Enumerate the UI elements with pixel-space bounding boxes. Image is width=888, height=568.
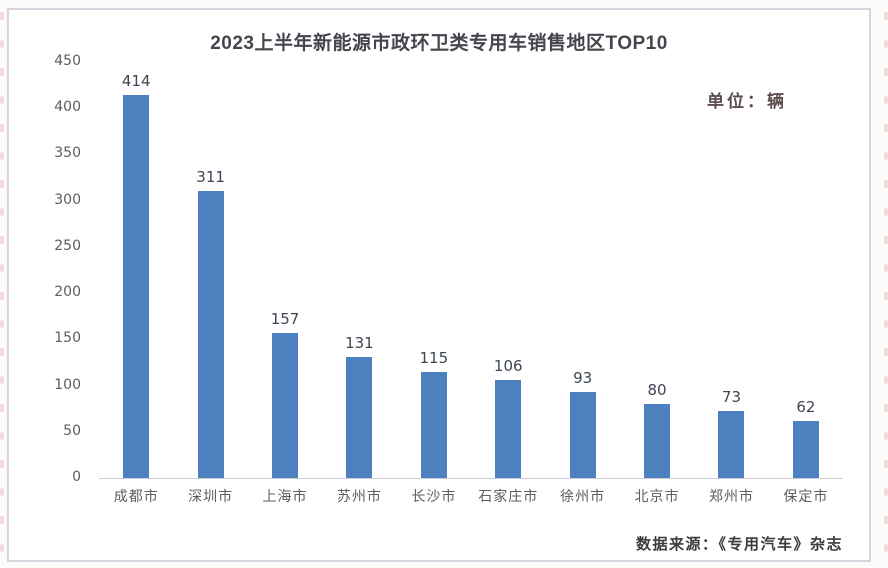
edge-tick-mark — [0, 264, 4, 272]
edge-tick-mark — [0, 320, 4, 328]
bar — [272, 332, 299, 478]
bar — [792, 420, 819, 478]
edge-tick-mark — [884, 460, 888, 468]
bar — [420, 371, 447, 478]
bar-value-label: 311 — [196, 167, 225, 186]
y-tick-label: 250 — [54, 237, 81, 254]
edge-tick-mark — [0, 432, 4, 440]
x-tick-label: 成都市 — [113, 488, 159, 504]
bar-value-label: 62 — [796, 397, 816, 416]
bar-value-label: 93 — [573, 369, 593, 387]
unit-label: 单位：辆 — [707, 92, 787, 111]
edge-tick-mark — [884, 152, 888, 160]
y-tick-label: 50 — [63, 422, 81, 439]
edge-tick-mark — [0, 40, 4, 48]
chart-panel: 2023上半年新能源市政环卫类专用车销售地区TOP10 单位：辆 414 311 1… — [7, 8, 871, 562]
edge-tick-mark — [0, 68, 4, 76]
edge-tick-mark — [0, 12, 4, 20]
edge-tick-mark — [884, 404, 888, 412]
edge-tick-mark — [0, 376, 4, 384]
edge-tick-mark — [884, 68, 888, 76]
edge-tick-mark — [884, 180, 888, 188]
edge-tick-mark — [0, 236, 4, 244]
x-tick-label: 郑州市 — [708, 488, 754, 504]
edge-tick-mark — [884, 124, 888, 132]
bar-value-label: 80 — [647, 381, 667, 399]
edge-tick-mark — [0, 124, 4, 132]
bar-slot: 80 — [620, 62, 694, 478]
edge-tick-mark — [884, 348, 888, 356]
bar-slot: 311 — [173, 62, 247, 478]
y-tick-label: 450 — [54, 53, 81, 69]
y-tick-label: 150 — [54, 330, 81, 347]
y-tick-label: 200 — [54, 284, 81, 301]
edge-tick-mark — [884, 96, 888, 104]
x-tick-label: 北京市 — [634, 488, 680, 504]
y-tick-label: 400 — [54, 99, 81, 116]
x-tick-label: 徐州市 — [560, 488, 606, 504]
edge-tick-mark — [0, 292, 4, 300]
bar-slot: 93 — [545, 62, 619, 478]
y-tick-label: 350 — [54, 145, 81, 162]
bar — [346, 356, 373, 478]
bar-value-label: 414 — [121, 72, 151, 91]
bar-value-label: 106 — [493, 357, 523, 375]
edge-tick-mark — [884, 236, 888, 244]
edge-tick-mark — [0, 348, 4, 356]
bar — [123, 95, 150, 478]
bar-value-label: 115 — [419, 348, 449, 367]
x-tick-label: 深圳市 — [188, 488, 234, 504]
edge-tick-mark — [0, 488, 4, 496]
edge-tick-mark — [0, 180, 4, 188]
bar — [569, 392, 596, 478]
chart-title: 2023上半年新能源市政环卫类专用车销售地区TOP10 — [210, 33, 668, 54]
edge-tick-mark — [0, 460, 4, 468]
bar-slot: 157 — [248, 62, 322, 478]
edge-tick-mark — [0, 404, 4, 412]
data-source-label: 数据来源：《专用汽车》杂志 — [635, 536, 843, 553]
bar-slot: 106 — [471, 62, 545, 478]
y-tick-label: 100 — [54, 376, 81, 393]
plot-area: 414 311 157 131 115 106 93 80 73 62 — [99, 62, 843, 479]
edge-tick-mark — [884, 292, 888, 300]
edge-tick-mark — [884, 12, 888, 20]
bar — [197, 190, 224, 478]
bar-slot: 115 — [397, 62, 471, 478]
edge-tick-mark — [884, 208, 888, 216]
bar-slot: 131 — [322, 62, 396, 478]
bar — [495, 380, 522, 478]
edge-tick-mark — [884, 432, 888, 440]
edge-tick-mark — [0, 208, 4, 216]
edge-tick-mark — [0, 544, 4, 552]
edge-tick-mark — [884, 40, 888, 48]
edge-tick-mark — [884, 488, 888, 496]
x-tick-label: 上海市 — [262, 488, 308, 504]
x-tick-label: 保定市 — [783, 488, 829, 504]
edge-tick-mark — [884, 376, 888, 384]
edge-tick-mark — [0, 96, 4, 104]
bar-slot: 73 — [694, 62, 768, 478]
y-tick-label: 300 — [54, 191, 81, 208]
bar — [644, 404, 671, 478]
x-tick-label: 长沙市 — [411, 488, 457, 504]
x-axis: 成都市 深圳市 上海市 苏州市 长沙市 石家庄市 徐州市 北京市 郑州市 保定市 — [99, 486, 843, 506]
edge-tick-mark — [884, 264, 888, 272]
edge-tick-mark — [884, 544, 888, 552]
edge-tick-mark — [884, 516, 888, 524]
bar — [718, 410, 745, 478]
bar-value-label: 157 — [270, 309, 300, 328]
edge-tick-mark — [0, 516, 4, 524]
bar-slot: 414 — [99, 62, 173, 478]
bar-slot: 62 — [769, 62, 843, 478]
bar-value-label: 73 — [721, 387, 741, 406]
x-tick-label: 苏州市 — [336, 488, 382, 504]
edge-tick-mark — [884, 320, 888, 328]
y-tick-label: 0 — [72, 469, 81, 485]
edge-tick-mark — [0, 152, 4, 160]
x-tick-label: 石家庄市 — [478, 488, 539, 504]
bar-value-label: 131 — [345, 333, 374, 352]
